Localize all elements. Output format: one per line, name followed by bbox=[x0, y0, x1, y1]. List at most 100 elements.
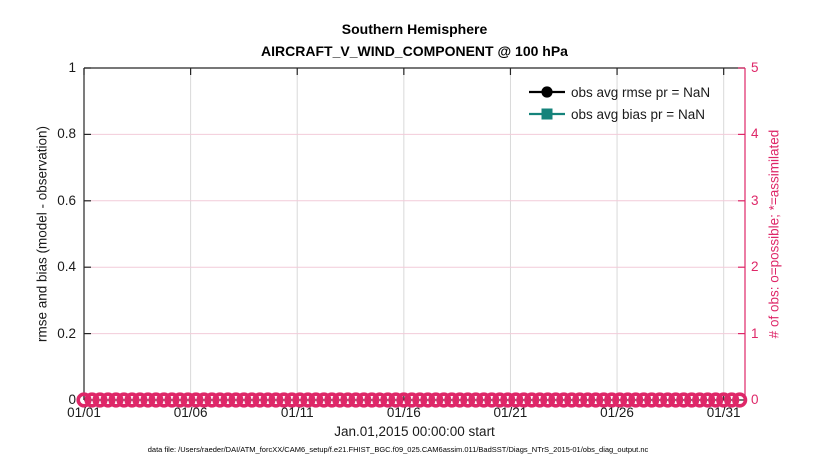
obs-count-marker bbox=[596, 392, 612, 408]
obs-count-marker bbox=[340, 392, 356, 408]
obs-count-marker bbox=[516, 392, 532, 408]
obs-count-marker bbox=[452, 392, 468, 408]
bias-line-square-marker-icon bbox=[529, 108, 565, 120]
obs-count-marker bbox=[204, 392, 220, 408]
obs-count-marker bbox=[212, 392, 228, 408]
obs-count-marker bbox=[724, 392, 740, 408]
x-tick-label: 01/06 bbox=[173, 405, 208, 420]
obs-count-marker bbox=[364, 392, 380, 408]
obs-count-marker bbox=[588, 392, 604, 408]
obs-count-marker bbox=[692, 392, 708, 408]
obs-count-marker bbox=[404, 392, 420, 408]
y-axis-label-right: # of obs: o=possible; *=assimilated bbox=[766, 129, 782, 339]
obs-count-marker bbox=[612, 392, 628, 408]
obs-count-marker bbox=[300, 392, 316, 408]
obs-count-marker bbox=[124, 392, 140, 408]
obs-count-marker bbox=[668, 392, 684, 408]
y-tick-label-left: 0.6 bbox=[57, 192, 76, 208]
obs-count-marker bbox=[660, 392, 676, 408]
x-axis-label: Jan.01,2015 00:00:00 start bbox=[334, 424, 495, 439]
obs-count-marker bbox=[76, 392, 92, 408]
obs-count-marker bbox=[396, 392, 412, 408]
obs-count-marker bbox=[148, 392, 164, 408]
y-tick-label-right: 5 bbox=[751, 60, 759, 75]
obs-count-marker bbox=[412, 392, 428, 408]
legend-item-rmse: obs avg rmse pr = NaN bbox=[528, 81, 710, 103]
obs-count-marker bbox=[84, 392, 100, 408]
obs-count-marker bbox=[572, 392, 588, 408]
obs-count-marker bbox=[140, 392, 156, 408]
obs-count-marker bbox=[436, 392, 452, 408]
obs-count-marker bbox=[108, 392, 124, 408]
obs-count-marker bbox=[484, 392, 500, 408]
obs-count-marker bbox=[652, 392, 668, 408]
legend: obs avg rmse pr = NaN obs avg bias pr = … bbox=[528, 81, 710, 125]
obs-count-marker bbox=[628, 392, 644, 408]
y-tick-label-right: 3 bbox=[751, 192, 759, 208]
obs-count-marker bbox=[308, 392, 324, 408]
legend-label-bias: obs avg bias pr = NaN bbox=[571, 106, 705, 122]
obs-count-marker bbox=[276, 392, 292, 408]
y-tick-label-right: 0 bbox=[751, 392, 759, 407]
obs-count-marker bbox=[548, 392, 564, 408]
obs-count-marker bbox=[164, 392, 180, 408]
x-tick-label: 01/16 bbox=[386, 405, 421, 420]
obs-count-marker bbox=[532, 392, 548, 408]
obs-count-marker bbox=[468, 392, 484, 408]
obs-count-marker bbox=[316, 392, 332, 408]
y-tick-label-left: 0.2 bbox=[57, 325, 76, 341]
obs-count-marker bbox=[388, 392, 404, 408]
rmse-line-circle-marker-icon bbox=[529, 86, 565, 98]
obs-count-marker bbox=[524, 392, 540, 408]
obs-count-marker bbox=[620, 392, 636, 408]
chart-title: Southern Hemisphere bbox=[341, 21, 488, 37]
obs-count-marker bbox=[492, 392, 508, 408]
obs-count-marker bbox=[260, 392, 276, 408]
obs-count-marker bbox=[580, 392, 596, 408]
obs-count-marker bbox=[348, 392, 364, 408]
obs-count-marker bbox=[268, 392, 284, 408]
obs-count-marker bbox=[324, 392, 340, 408]
obs-count-marker bbox=[228, 392, 244, 408]
obs-count-marker bbox=[244, 392, 260, 408]
y-axis-label-left: rmse and bias (model - observation) bbox=[34, 125, 50, 343]
obs-count-marker bbox=[156, 392, 172, 408]
obs-count-marker bbox=[716, 392, 732, 408]
y-tick-label-right: 4 bbox=[751, 126, 759, 142]
obs-count-marker bbox=[92, 392, 108, 408]
y-tick-label-right: 1 bbox=[751, 325, 759, 341]
obs-count-marker bbox=[220, 392, 236, 408]
y-tick-label-left: 0.4 bbox=[57, 259, 76, 275]
obs-count-marker bbox=[428, 392, 444, 408]
obs-count-marker bbox=[172, 392, 188, 408]
obs-count-marker bbox=[676, 392, 692, 408]
obs-count-marker bbox=[284, 392, 300, 408]
legend-item-bias: obs avg bias pr = NaN bbox=[528, 103, 710, 125]
obs-count-marker bbox=[508, 392, 524, 408]
x-tick-label: 01/11 bbox=[280, 405, 314, 420]
x-tick-label: 01/01 bbox=[67, 405, 101, 420]
obs-count-marker bbox=[732, 392, 748, 408]
obs-count-marker bbox=[380, 392, 396, 408]
obs-count-marker bbox=[476, 392, 492, 408]
chart-subtitle: AIRCRAFT_V_WIND_COMPONENT @ 100 hPa bbox=[261, 43, 568, 59]
y-tick-label-left: 0.8 bbox=[57, 126, 76, 142]
obs-count-marker bbox=[684, 392, 700, 408]
footer-datafile: data file: /Users/raeder/DAI/ATM_forcXX/… bbox=[147, 445, 649, 454]
obs-count-marker bbox=[644, 392, 660, 408]
obs-count-marker bbox=[564, 392, 580, 408]
obs-count-marker bbox=[556, 392, 572, 408]
obs-count-marker bbox=[372, 392, 388, 408]
obs-count-marker bbox=[236, 392, 252, 408]
obs-count-marker bbox=[540, 392, 556, 408]
y-tick-label-left: 0 bbox=[68, 392, 76, 407]
obs-count-marker bbox=[420, 392, 436, 408]
x-tick-label: 01/21 bbox=[493, 405, 528, 420]
x-tick-label: 01/26 bbox=[600, 405, 634, 420]
legend-label-rmse: obs avg rmse pr = NaN bbox=[571, 84, 711, 100]
obs-count-marker bbox=[332, 392, 348, 408]
y-tick-label-left: 1 bbox=[68, 60, 76, 75]
obs-count-marker bbox=[604, 392, 620, 408]
